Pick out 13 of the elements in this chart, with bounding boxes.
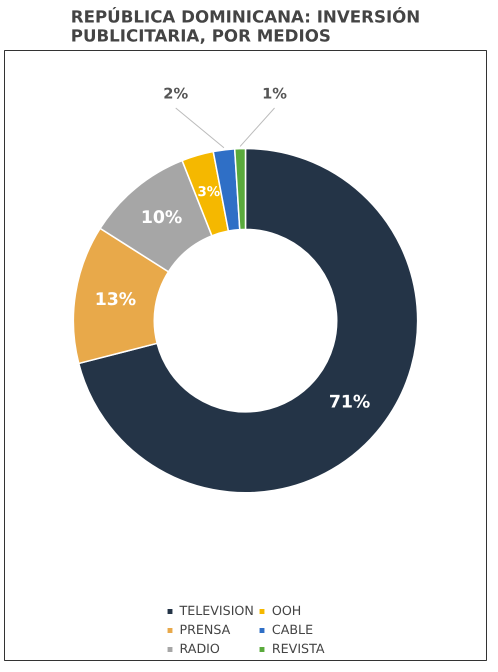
data-label: 71% xyxy=(328,392,370,412)
legend-label: CABLE xyxy=(272,622,314,637)
data-label: 1% xyxy=(262,86,288,103)
chart-title: REPÚBLICA DOMINICANA: INVERSIÓN PUBLICITARIA, POR MEDIOS xyxy=(70,6,420,46)
data-label: 13% xyxy=(94,290,136,310)
data-label: 2% xyxy=(163,86,188,103)
legend-label: OOH xyxy=(272,603,302,618)
legend-label: PRENSA xyxy=(180,622,230,637)
legend-label: RADIO xyxy=(180,641,220,656)
data-label: 3% xyxy=(197,185,220,200)
data-label: 10% xyxy=(140,208,182,228)
legend-label: REVISTA xyxy=(272,641,324,656)
legend-label: TELEVISION xyxy=(180,603,254,618)
